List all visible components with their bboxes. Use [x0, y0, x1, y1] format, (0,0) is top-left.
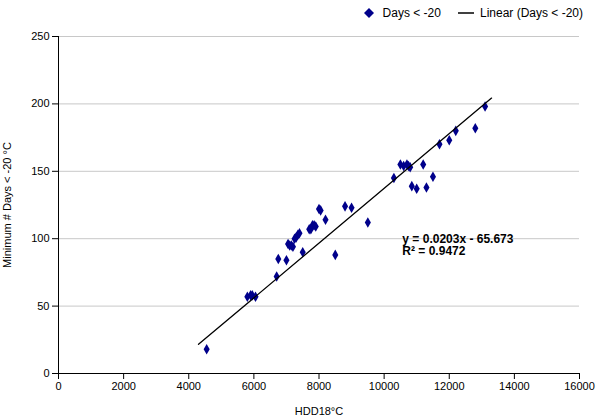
svg-text:2000: 2000: [111, 380, 135, 392]
svg-text:HDD18°C: HDD18°C: [295, 405, 343, 417]
svg-text:8000: 8000: [307, 380, 331, 392]
svg-text:10000: 10000: [369, 380, 400, 392]
svg-text:100: 100: [31, 232, 49, 244]
svg-text:12000: 12000: [434, 380, 465, 392]
svg-text:150: 150: [31, 165, 49, 177]
svg-text:0: 0: [55, 380, 61, 392]
svg-text:50: 50: [37, 300, 49, 312]
svg-text:4000: 4000: [177, 380, 201, 392]
svg-text:Minimum # Days < -20 °C: Minimum # Days < -20 °C: [1, 142, 13, 268]
svg-text:250: 250: [31, 30, 49, 42]
html-text:Days < -20: Days < -20: [382, 6, 441, 20]
html-text:Linear (Days < -20): Linear (Days < -20): [480, 6, 583, 20]
svg-text:6000: 6000: [242, 380, 266, 392]
svg-text:16000: 16000: [564, 380, 595, 392]
svg-text:14000: 14000: [499, 380, 530, 392]
svg-text:y = 0.0203x - 65.673R² = 0.947: y = 0.0203x - 65.673R² = 0.9472: [402, 232, 513, 258]
svg-text:0: 0: [43, 367, 49, 379]
svg-text:200: 200: [31, 97, 49, 109]
